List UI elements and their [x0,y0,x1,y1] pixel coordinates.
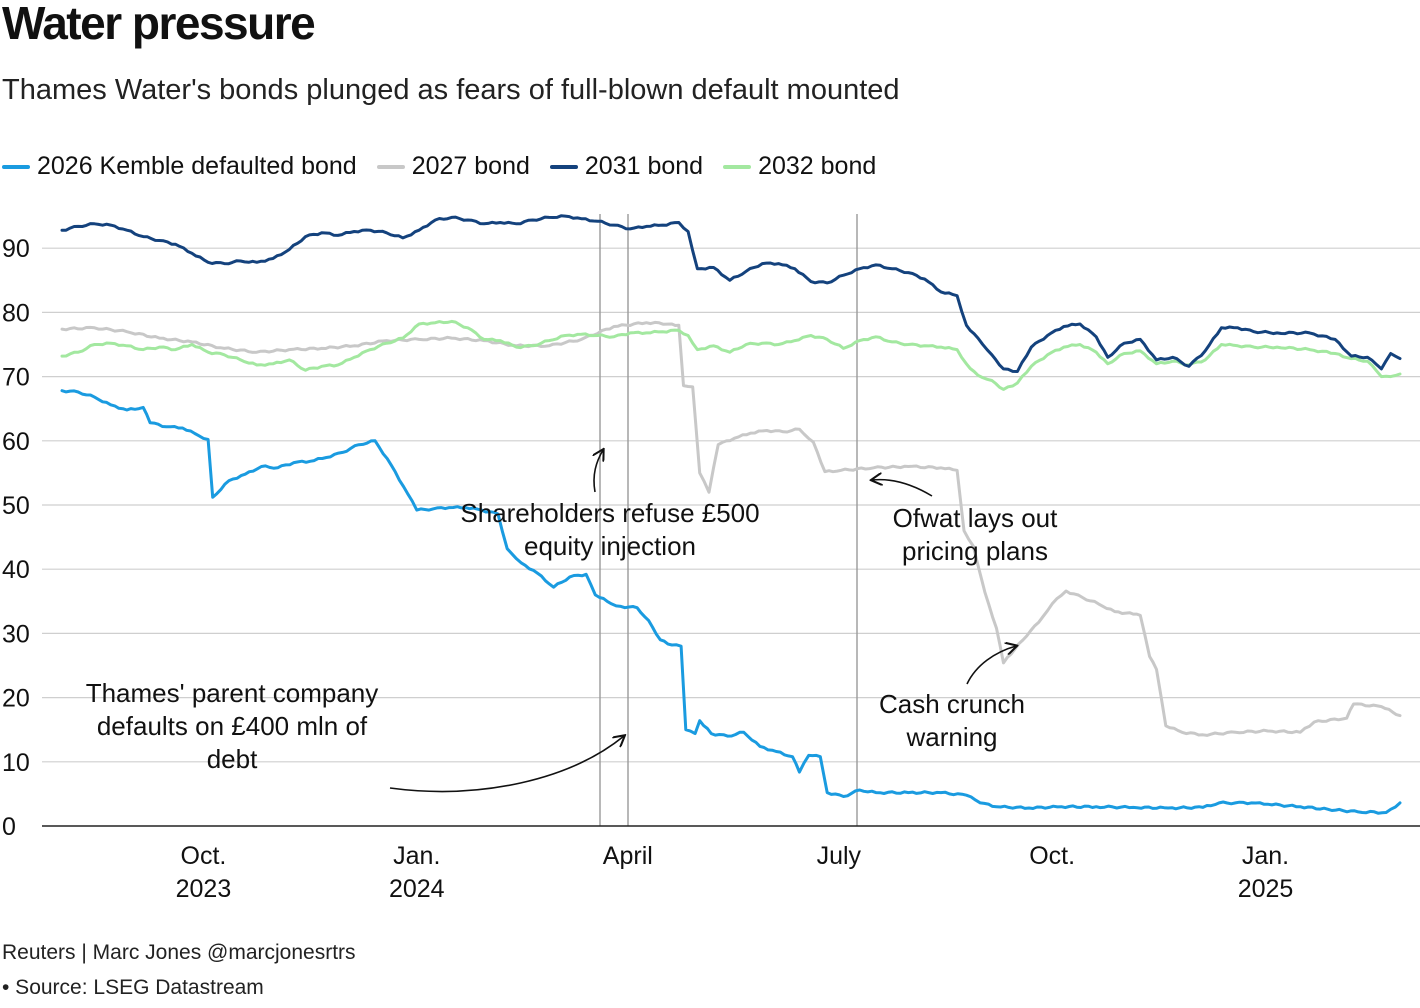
x-tick-label-5: Jan. [1242,842,1289,870]
x-tick-label-0: Oct. [181,842,227,870]
y-tick-label-0: 0 [2,813,16,841]
y-tick-label-20: 20 [2,685,30,713]
y-tick-label-50: 50 [2,492,30,520]
series-line-2031 [60,214,1402,373]
x-tick-year-5: 2025 [1238,875,1294,903]
series-line-2027 [60,320,1402,737]
axis-layer: 0 10 20 30 40 50 60 70 80 90 Oct. 2023 Jan. 2024 April… [2,235,1420,903]
legend-label-2026: 2026 Kemble defaulted bond [37,152,357,180]
annotation-shareholders-line-0: Shareholders refuse £500 [460,498,759,528]
annotation-parent-default-line-1: defaults on £400 mln of [97,711,368,741]
annotation-cash-crunch-line-0: Cash crunch [879,689,1025,719]
annotation-ofwat-line-1: pricing plans [902,536,1048,566]
annotation-parent-default-line-0: Thames' parent company [86,678,379,708]
footer-credit: Reuters | Marc Jones @marcjonesrtrs [2,941,356,964]
y-tick-label-60: 60 [2,428,30,456]
footer-source: • Source: LSEG Datastream [2,976,264,999]
series-line-2026 [60,389,1402,815]
legend-label-2032: 2032 bond [758,152,877,180]
event-lines [599,214,858,826]
x-tick-label-2: April [603,842,653,870]
legend-label-2031: 2031 bond [584,152,704,180]
y-tick-label-90: 90 [2,235,30,263]
x-tick-year-1: 2024 [389,875,445,903]
annotation-shareholders-line-1: equity injection [524,531,696,561]
legend-swatch-2026 [2,164,30,169]
series-layer [60,214,1402,815]
legend-swatch-2032 [723,164,752,169]
annotation-arrow-parent-default [389,736,624,793]
y-tick-label-80: 80 [2,299,30,327]
annotation-arrow-shareholders [594,450,603,493]
y-tick-label-40: 40 [2,556,30,584]
legend-swatch-2031 [549,164,578,169]
x-tick-year-0: 2023 [176,875,232,903]
x-tick-label-1: Jan. [393,842,440,870]
legend-swatch-2027 [376,164,405,169]
series-line-2032 [60,319,1402,391]
chart-legend: 2026 Kemble defaulted bond 2027 bond 203… [2,152,896,181]
x-tick-label-4: Oct. [1029,842,1075,870]
annotation-ofwat-line-0: Ofwat lays out [893,503,1059,533]
annotation-parent-default-line-2: debt [207,744,258,774]
legend-item-2031: 2031 bond [549,152,704,181]
annotation-arrow-cash-crunch [966,646,1016,685]
chart-subtitle: Thames Water's bonds plunged as fears of… [2,74,900,106]
chart-title: Water pressure [2,0,316,49]
y-tick-label-30: 30 [2,620,30,648]
annotation-arrow-ofwat [872,480,933,497]
legend-label-2027: 2027 bond [411,152,530,180]
y-tick-label-10: 10 [2,749,30,777]
y-tick-label-70: 70 [2,364,30,392]
legend-item-2026: 2026 Kemble defaulted bond [2,152,357,181]
legend-item-2027: 2027 bond [376,152,530,181]
annotation-cash-crunch-line-1: warning [905,722,997,752]
legend-item-2032: 2032 bond [723,152,876,181]
x-tick-label-3: July [817,842,862,870]
